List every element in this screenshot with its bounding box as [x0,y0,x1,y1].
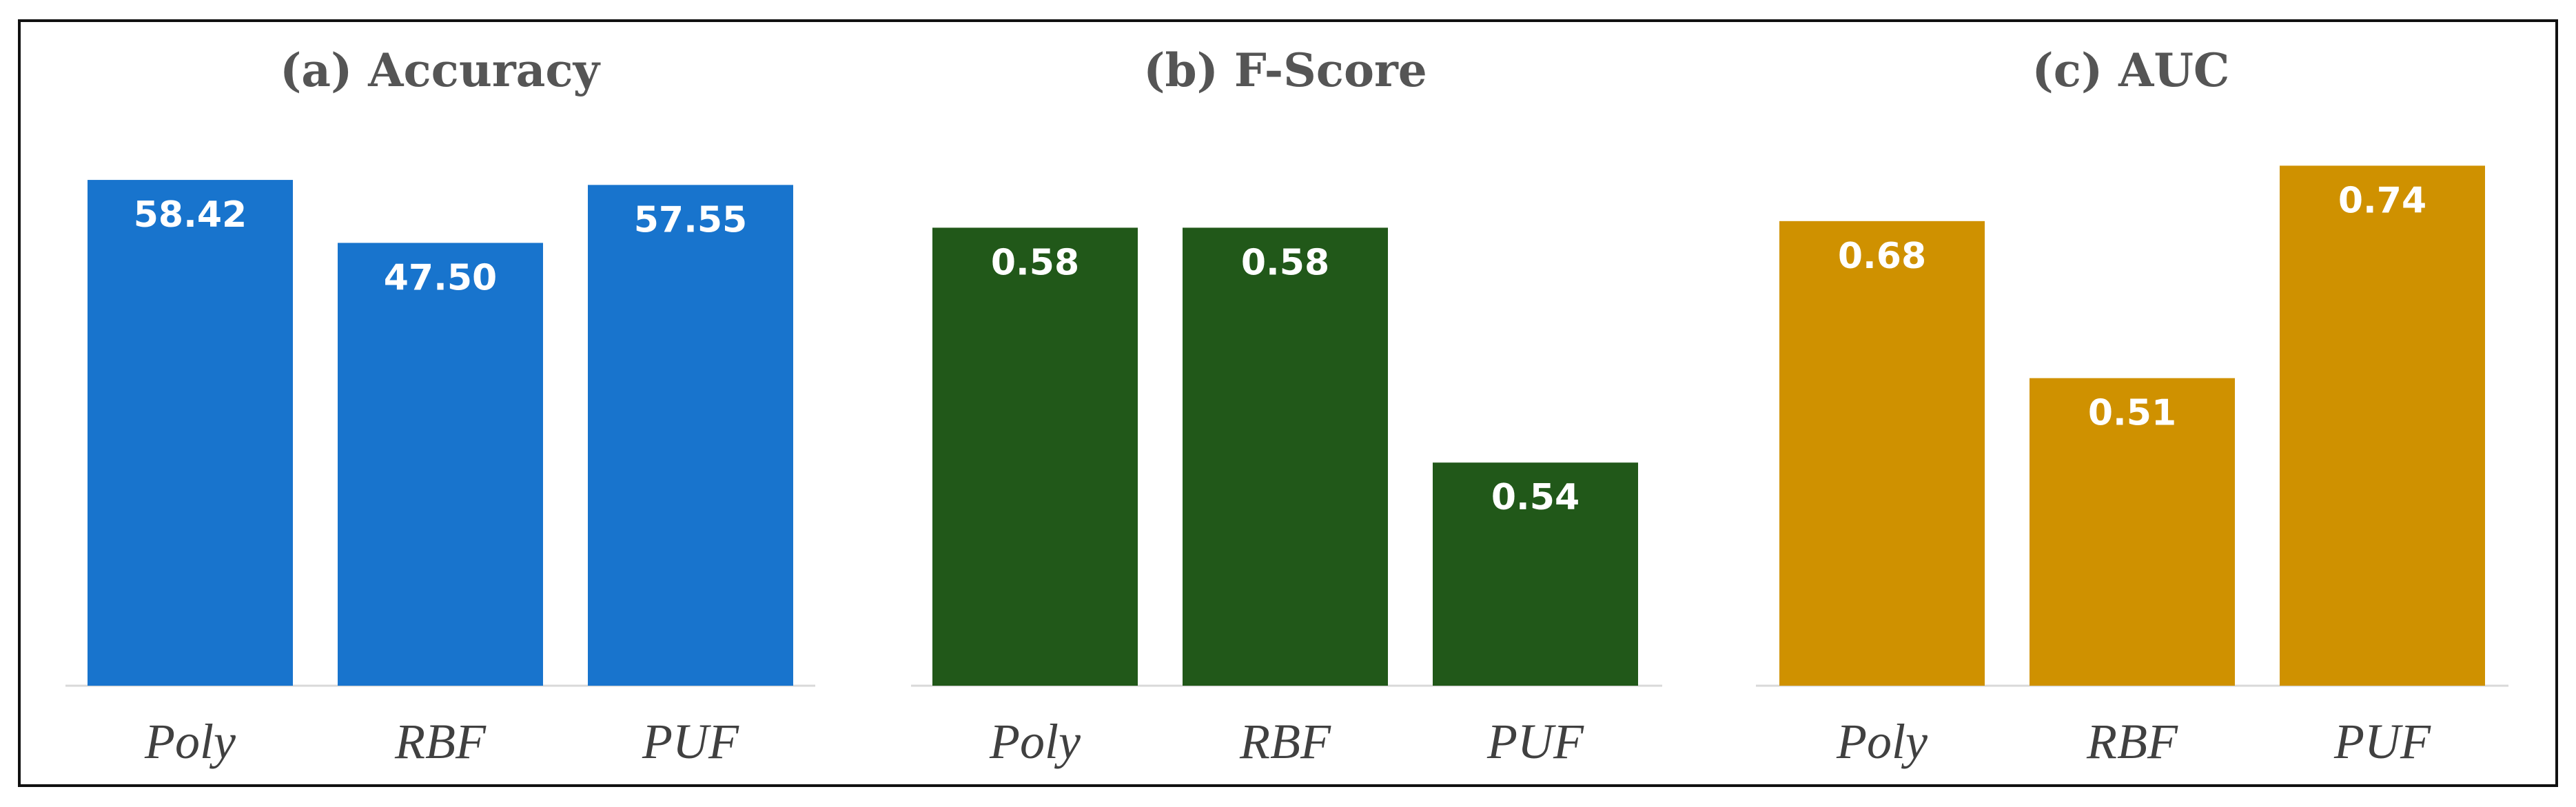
data-label-rbf: 0.51 [2088,393,2176,434]
panel-title: (a) Accuracy [280,43,600,97]
x-tick-label-puf: PUF [642,714,739,769]
bar-puf [588,185,793,686]
figure-border [18,19,2558,787]
panel-title: (c) AUC [2032,43,2230,97]
panel-accuracy: (a) Accuracy 58.42 47.50 57.55 Poly RBF … [65,43,815,769]
data-label-poly: 58.42 [134,194,247,236]
data-label-rbf: 0.58 [1241,242,1329,283]
x-tick-label-rbf: RBF [1239,714,1331,769]
data-label-puf: 0.54 [1491,477,1580,518]
bar-puf [1433,462,1638,686]
x-tick-label-poly: Poly [989,714,1081,769]
x-tick-label-poly: Poly [144,714,236,769]
bar-rbf [2030,378,2235,686]
panel-auc: (c) AUC 0.68 0.51 0.74 Poly RBF PUF [1756,43,2508,769]
bar-rbf [1183,227,1388,686]
bar-rbf [338,243,543,686]
data-label-poly: 0.68 [1838,236,1926,277]
data-label-poly: 0.58 [991,242,1079,283]
data-label-puf: 57.55 [634,199,747,241]
data-label-puf: 0.74 [2338,180,2426,221]
bar-poly [88,180,293,686]
bar-poly [932,227,1138,686]
data-label-rbf: 47.50 [384,257,497,298]
x-tick-label-poly: Poly [1836,714,1928,769]
x-tick-label-puf: PUF [2333,714,2431,769]
x-tick-label-rbf: RBF [2086,714,2178,769]
panel-f-score: (b) F-Score 0.58 0.58 0.54 Poly RBF PUF [911,43,1662,769]
bar-puf [2280,165,2485,686]
bar-poly [1779,221,1985,686]
x-tick-label-rbf: RBF [394,714,487,769]
panel-title: (b) F-Score [1143,43,1427,97]
x-tick-label-puf: PUF [1486,714,1584,769]
